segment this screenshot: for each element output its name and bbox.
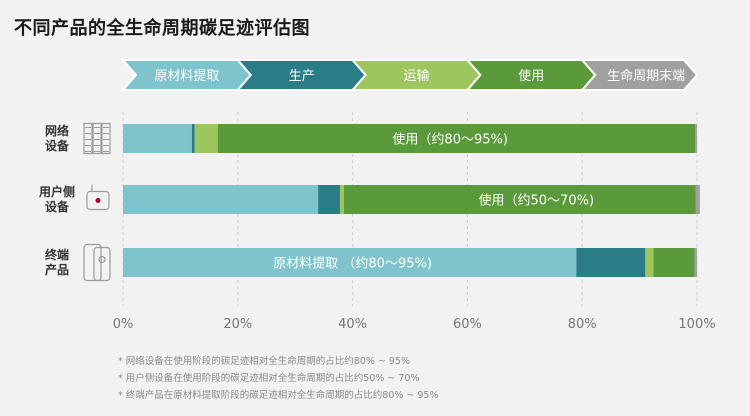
bar-segment xyxy=(194,124,218,153)
phone-icon xyxy=(83,243,111,282)
rack-unit xyxy=(101,122,111,155)
bar-label: 使用（约80～95%) xyxy=(392,132,508,148)
router-icon xyxy=(86,184,110,211)
category-label: 产品 xyxy=(45,262,69,277)
x-tick-label: 40% xyxy=(338,317,367,332)
category-label: 终端 xyxy=(45,247,69,262)
router-body xyxy=(86,190,110,211)
phone-back xyxy=(83,243,102,282)
x-tick-label: 100% xyxy=(678,317,715,332)
bar-segment xyxy=(191,124,195,153)
x-tick-label: 80% xyxy=(568,317,597,332)
phone-camera xyxy=(98,255,106,264)
bar-segment xyxy=(339,185,344,214)
x-tick-label: 0% xyxy=(113,317,134,332)
footnote-2: * 用户侧设备在使用阶段的碳足迹相对全生命周期的占比约50% ~ 70% xyxy=(118,373,420,384)
category-label: 网络 xyxy=(45,123,69,138)
bar-label: 使用（约50～70%) xyxy=(479,193,595,209)
bar-segment xyxy=(318,185,340,214)
stage-arrow-label: 生命周期末端 xyxy=(607,68,685,84)
bar-segment xyxy=(123,185,319,214)
category-label: 设备 xyxy=(45,138,70,153)
chart-title: 不同产品的全生命周期碳足迹评估图 xyxy=(14,18,310,39)
bar-segment xyxy=(645,248,654,277)
stage-arrow-label: 生产 xyxy=(289,69,315,84)
stage-arrow-label: 原材料提取 xyxy=(154,68,219,84)
phone-front xyxy=(93,246,111,282)
x-tick-label: 20% xyxy=(223,317,252,332)
stage-arrow-label: 运输 xyxy=(403,68,429,84)
x-tick-label: 60% xyxy=(453,317,482,332)
bar-segment xyxy=(576,248,646,277)
bar-segment xyxy=(343,185,696,214)
bar-segment xyxy=(694,248,697,277)
router-logo xyxy=(95,198,101,203)
stage-arrow xyxy=(580,59,699,91)
footnote-1: * 网络设备在使用阶段的碳足迹相对全生命周期的占比约80% ~ 95% xyxy=(118,356,411,367)
category-label: 用户侧 xyxy=(38,184,75,199)
bar-segment xyxy=(653,248,695,277)
category-label: 设备 xyxy=(45,199,70,214)
server-rack-icon xyxy=(83,122,111,155)
rack-unit xyxy=(92,122,102,155)
bar-label: 原材料提取 （约80～95%) xyxy=(273,256,432,272)
bar-segment xyxy=(695,124,697,153)
bar-segment xyxy=(217,124,696,153)
rack-unit xyxy=(83,122,93,155)
bar-segment xyxy=(123,124,192,153)
stage-arrow-label: 使用 xyxy=(518,68,544,84)
footnote-3: * 终端产品在原材料提取阶段的碳足迹相对全生命周期的占比约80% ~ 95% xyxy=(118,390,439,401)
bar-segment xyxy=(695,185,700,214)
bar-segment xyxy=(123,248,577,277)
